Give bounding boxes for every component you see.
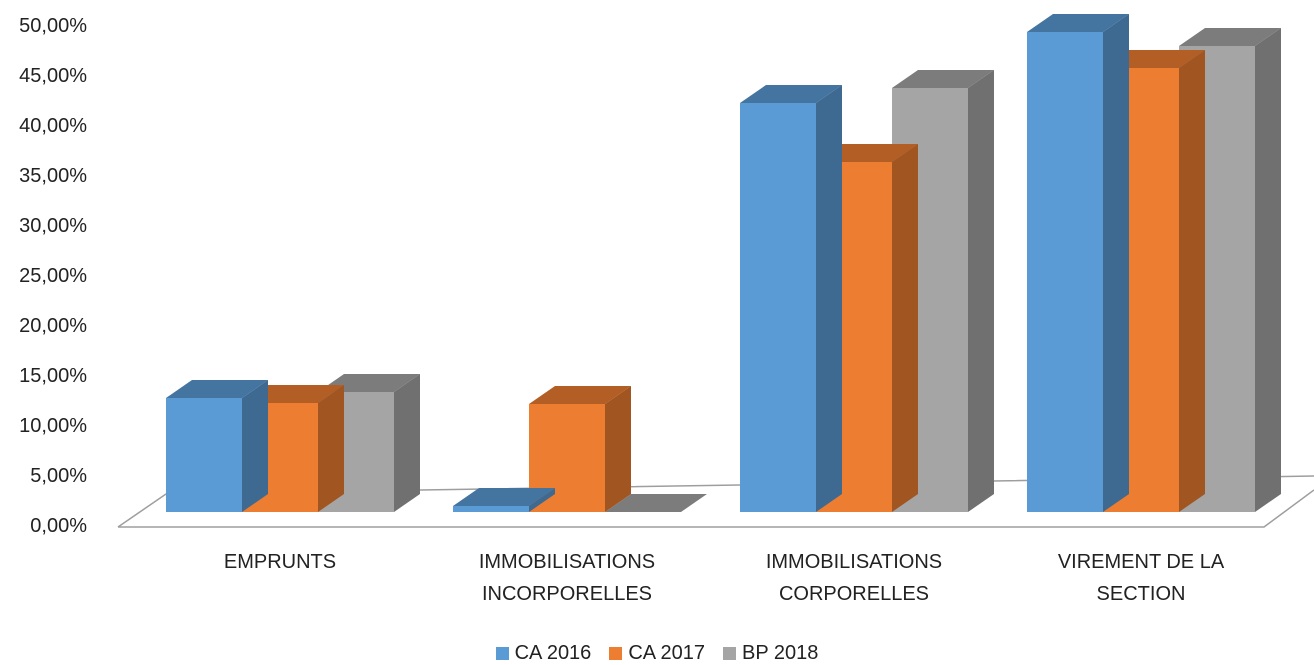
x-category-label: IMMOBILISATIONS CORPORELLES: [766, 551, 942, 605]
bar-top: [453, 488, 555, 506]
bar-side: [394, 374, 420, 512]
bar-top: [1179, 28, 1281, 46]
bar-side: [816, 85, 842, 512]
bar-front: [453, 506, 529, 512]
bar-top: [529, 386, 631, 404]
x-category-label: VIREMENT DE LA SECTION: [1058, 551, 1225, 605]
bar: [740, 85, 842, 512]
bar-front: [1027, 32, 1103, 512]
bar-top: [605, 494, 707, 512]
y-tick-label: 25,00%: [19, 265, 87, 287]
bar: [529, 386, 631, 512]
y-tick-label: 40,00%: [19, 115, 87, 137]
y-tick-label: 5,00%: [30, 465, 87, 487]
legend-label: CA 2017: [628, 641, 706, 664]
bar-top: [740, 85, 842, 103]
legend-swatch: [723, 646, 737, 660]
bar: [453, 488, 555, 512]
legend-item: CA 2016: [495, 641, 592, 665]
legend-label: BP 2018: [742, 641, 819, 664]
legend-label: CA 2016: [514, 641, 592, 664]
bar-side: [529, 488, 555, 512]
bar: [166, 380, 268, 512]
bar-side: [318, 385, 344, 512]
y-tick-label: 20,00%: [19, 315, 87, 337]
x-category-label: EMPRUNTS: [224, 551, 336, 573]
y-tick-label: 0,00%: [30, 515, 87, 537]
bar-side: [605, 386, 631, 512]
legend-swatch: [609, 646, 623, 660]
bar-top: [166, 380, 268, 398]
y-axis-tick-labels: 0,00% 5,00% 10,00% 15,00% 20,00% 25,00% 30,00%…: [19, 15, 87, 537]
y-tick-label: 15,00%: [19, 365, 87, 387]
bar-top: [892, 70, 994, 88]
bar: [605, 494, 707, 512]
x-category-label: IMMOBILISATIONS INCORPORELLES: [479, 551, 655, 605]
bar-front: [166, 398, 242, 512]
bar-front: [740, 103, 816, 512]
legend: CA 2016 CA 2017 BP 2018: [0, 642, 1314, 664]
y-tick-label: 30,00%: [19, 215, 87, 237]
bar-top: [1027, 14, 1129, 32]
y-tick-label: 35,00%: [19, 165, 87, 187]
bar-chart: 0,00% 5,00% 10,00% 15,00% 20,00% 25,00% 30,00%…: [19, 14, 1314, 605]
y-tick-label: 45,00%: [19, 65, 87, 87]
legend-swatch: [495, 646, 509, 660]
bar-side: [892, 144, 918, 512]
bar-side: [1103, 14, 1129, 512]
bar: [1027, 14, 1129, 512]
bars: [166, 14, 1281, 512]
bar-side: [1255, 28, 1281, 512]
y-tick-label: 50,00%: [19, 15, 87, 37]
x-axis-category-labels: EMPRUNTS IMMOBILISATIONS INCORPORELLES IMMO…: [224, 551, 1225, 605]
bar-side: [968, 70, 994, 512]
legend-item: CA 2017: [609, 642, 705, 665]
y-tick-label: 10,00%: [19, 415, 87, 437]
legend-item: BP 2018: [723, 642, 818, 665]
bar-side: [1179, 50, 1205, 512]
bar-side: [242, 380, 268, 512]
